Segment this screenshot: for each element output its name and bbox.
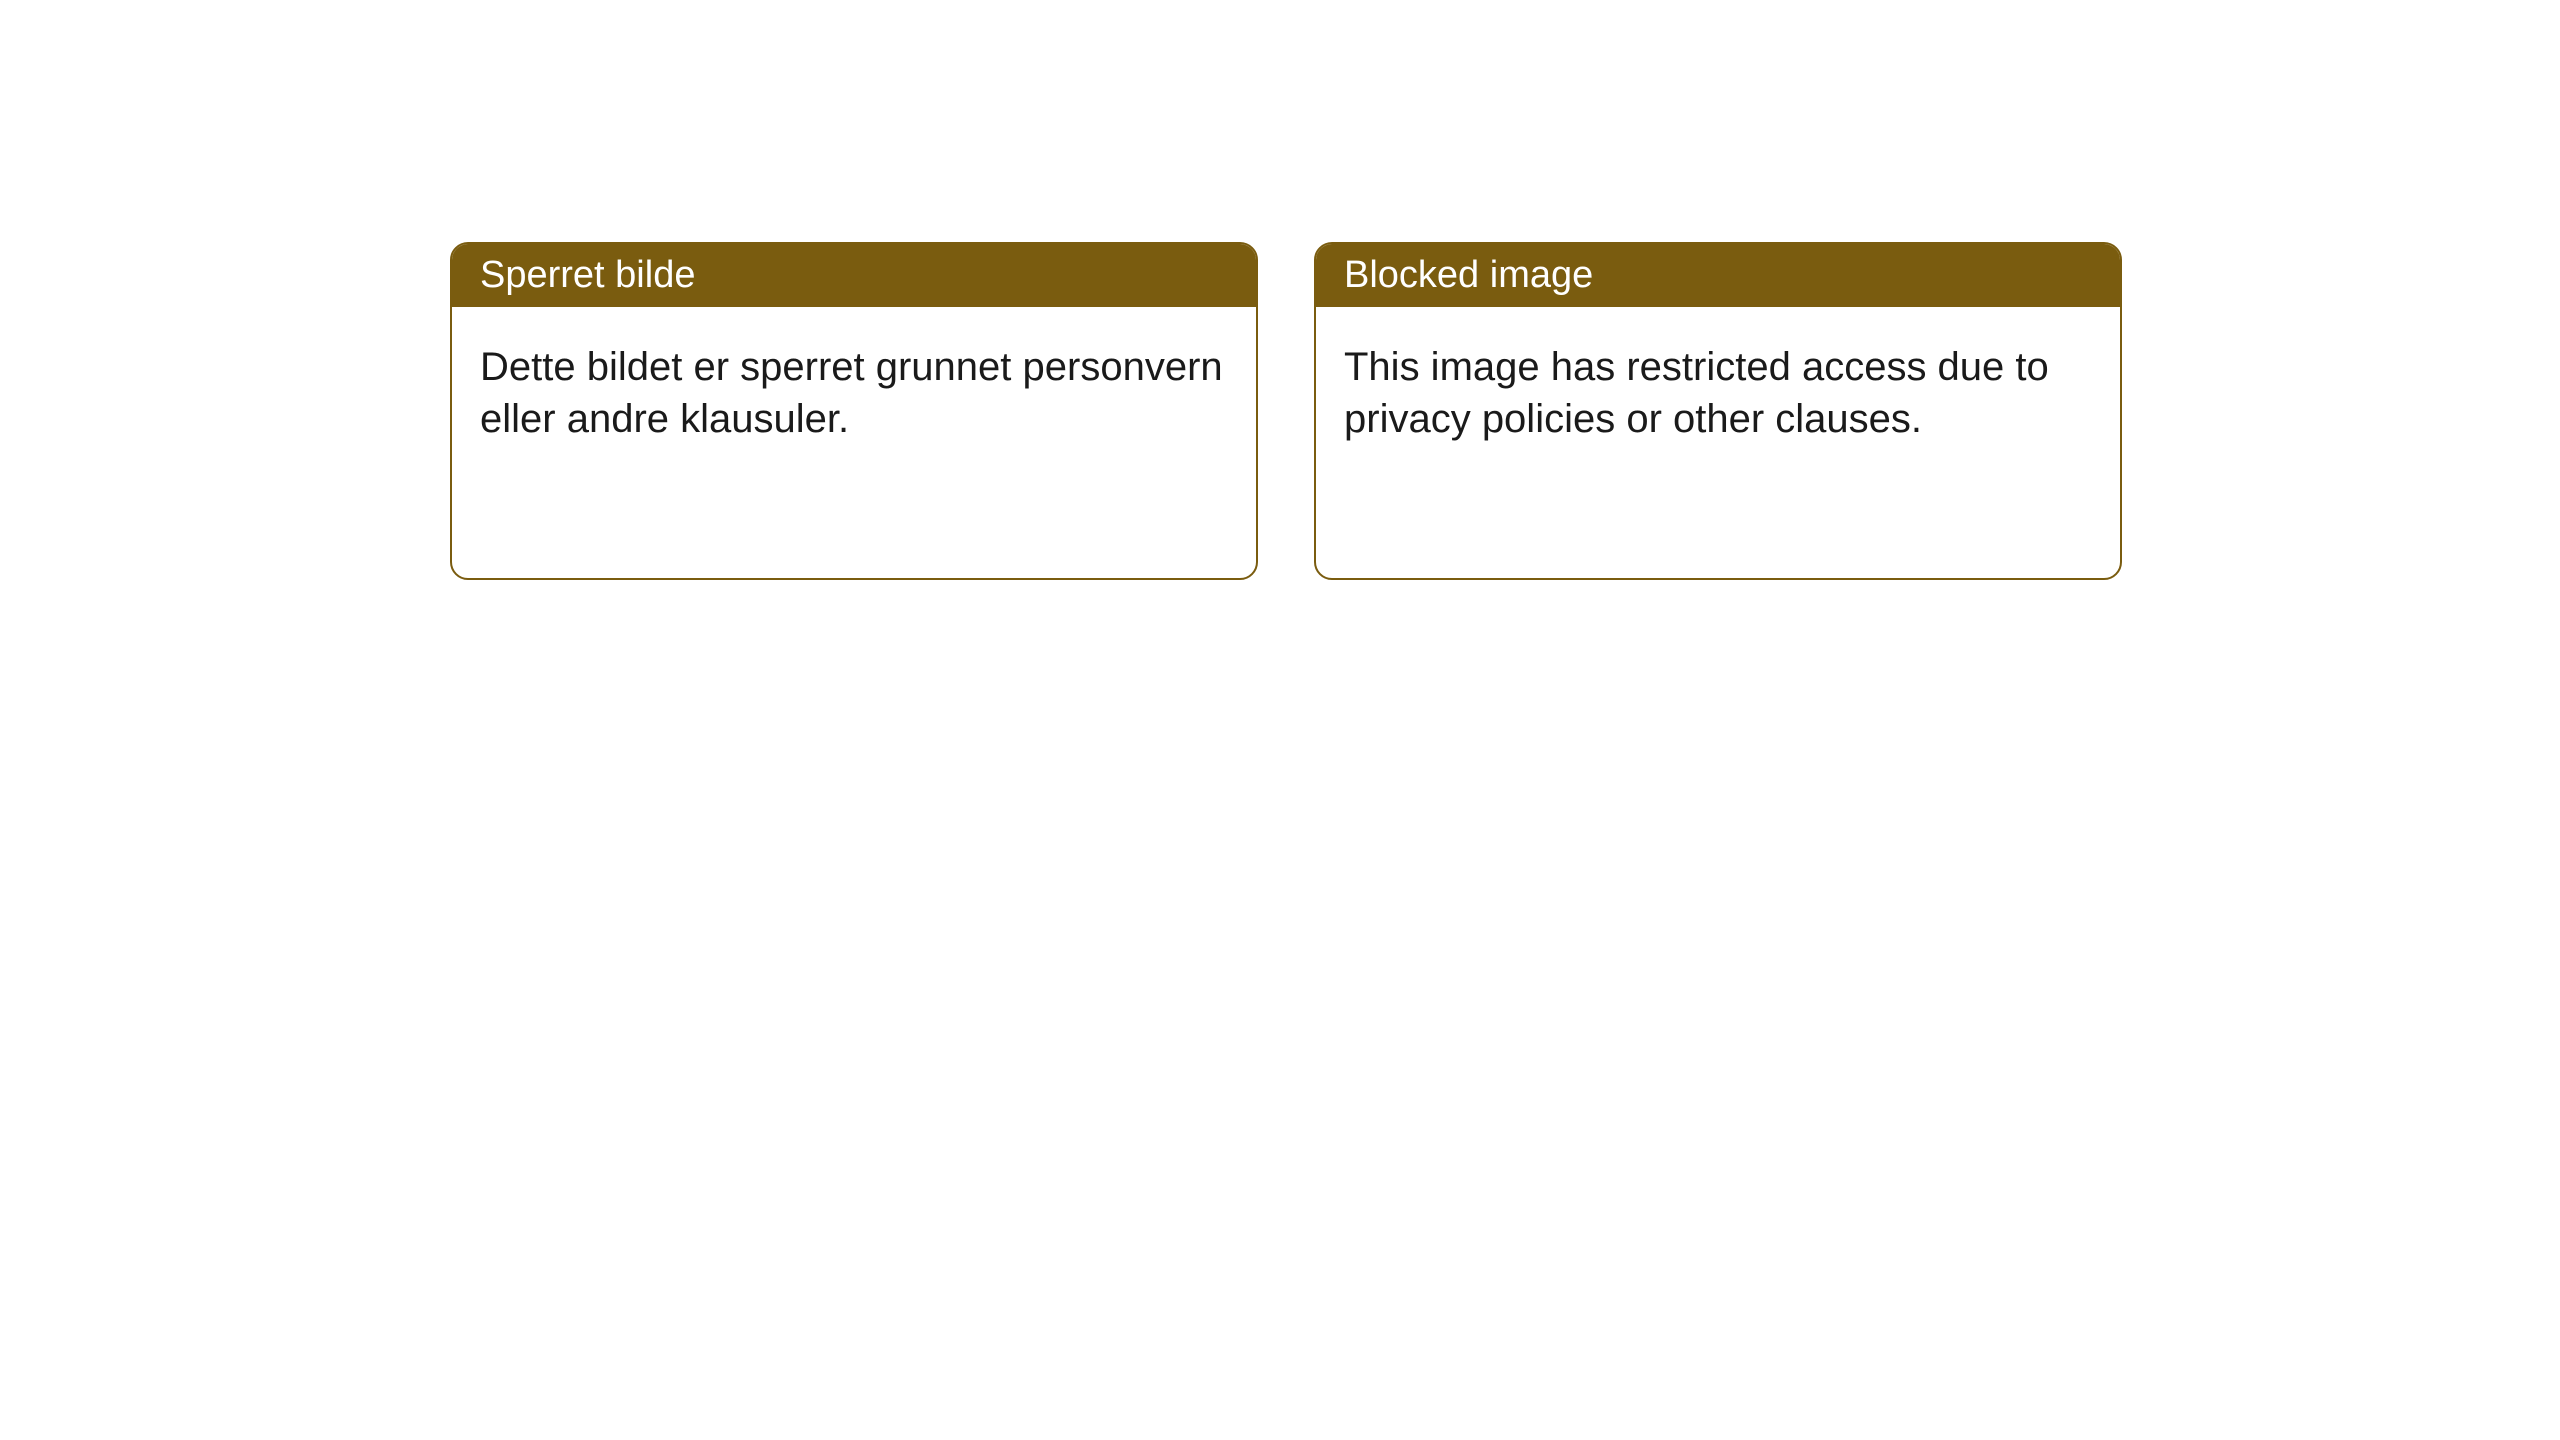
notice-container: Sperret bilde Dette bildet er sperret gr… bbox=[450, 242, 2122, 580]
notice-header-norwegian: Sperret bilde bbox=[452, 244, 1256, 307]
notice-body-norwegian: Dette bildet er sperret grunnet personve… bbox=[452, 307, 1256, 479]
notice-header-english: Blocked image bbox=[1316, 244, 2120, 307]
notice-card-english: Blocked image This image has restricted … bbox=[1314, 242, 2122, 580]
notice-card-norwegian: Sperret bilde Dette bildet er sperret gr… bbox=[450, 242, 1258, 580]
notice-body-english: This image has restricted access due to … bbox=[1316, 307, 2120, 479]
